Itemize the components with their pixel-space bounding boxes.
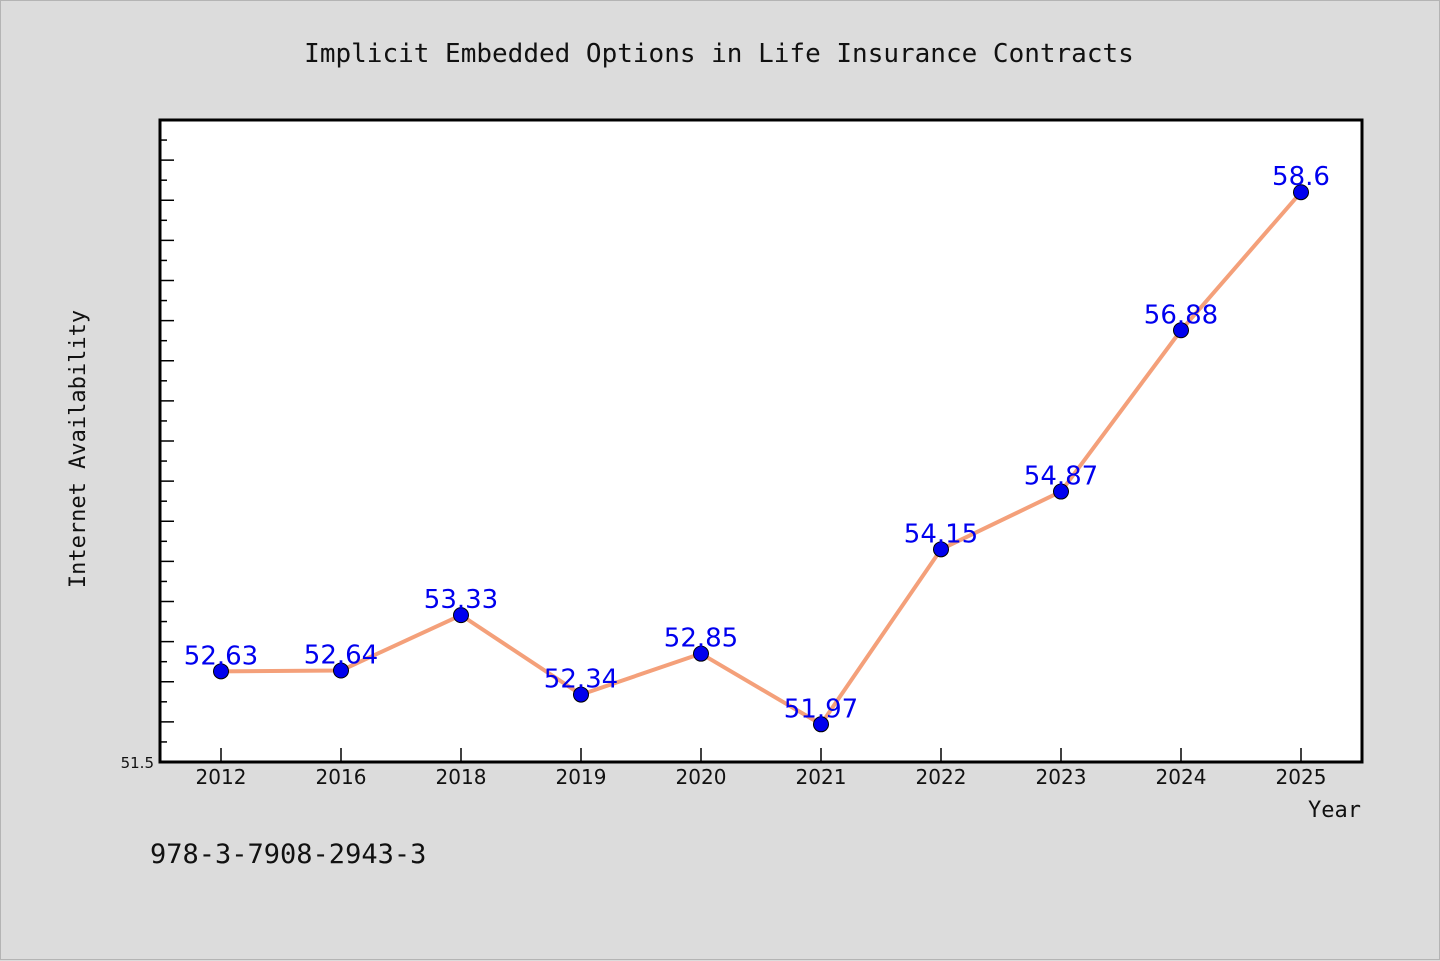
data-point: [1053, 483, 1069, 500]
y-tick-label: 51.5: [121, 754, 154, 772]
data-point: [573, 686, 589, 703]
data-point: [1293, 184, 1309, 201]
y-axis-label: Internet Availability: [66, 310, 91, 588]
data-label: 54.87: [1024, 462, 1098, 492]
data-point: [333, 662, 349, 679]
data-label: 52.63: [184, 641, 258, 671]
x-tick-label: 2022: [916, 765, 967, 789]
y-axis-ticks: 51.5: [121, 119, 174, 772]
x-tick-label: 2018: [436, 765, 487, 789]
data-label: 58.6: [1272, 162, 1330, 192]
x-axis-label: Year: [1308, 798, 1361, 823]
x-tick-label: 2020: [676, 765, 727, 789]
data-label: 52.34: [544, 665, 618, 695]
data-label: 51.97: [784, 694, 858, 724]
data-point: [1173, 322, 1189, 339]
series-layer: [213, 184, 1309, 733]
data-point: [813, 716, 829, 733]
data-point: [453, 607, 469, 624]
isbn-text: 978-3-7908-2943-3: [150, 839, 426, 870]
data-label: 52.64: [304, 641, 378, 671]
chart-title: Implicit Embedded Options in Life Insura…: [304, 39, 1134, 69]
data-labels: 52.63 52.64 53.33 52.34 52.85 51.97 54.15 54.87…: [184, 162, 1330, 724]
data-label: 52.85: [664, 624, 738, 654]
data-point: [933, 541, 949, 558]
x-axis-ticks: 2012 2016 2018 2019 2020 2021 2022 2023 2024 2025: [196, 748, 1327, 789]
x-tick-label: 2016: [316, 765, 367, 789]
x-tick-label: 2021: [796, 765, 847, 789]
x-tick-label: 2023: [1036, 765, 1087, 789]
x-tick-label: 2025: [1276, 765, 1327, 789]
x-tick-label: 2024: [1156, 765, 1207, 789]
plot-area: [158, 118, 1364, 764]
x-tick-label: 2019: [556, 765, 607, 789]
data-label: 53.33: [424, 585, 498, 615]
data-point: [213, 663, 229, 680]
series-line: [220, 190, 1303, 727]
x-tick-label: 2012: [196, 765, 247, 789]
data-label: 54.15: [904, 519, 978, 549]
data-label: 56.88: [1144, 300, 1218, 330]
data-point: [693, 645, 709, 662]
